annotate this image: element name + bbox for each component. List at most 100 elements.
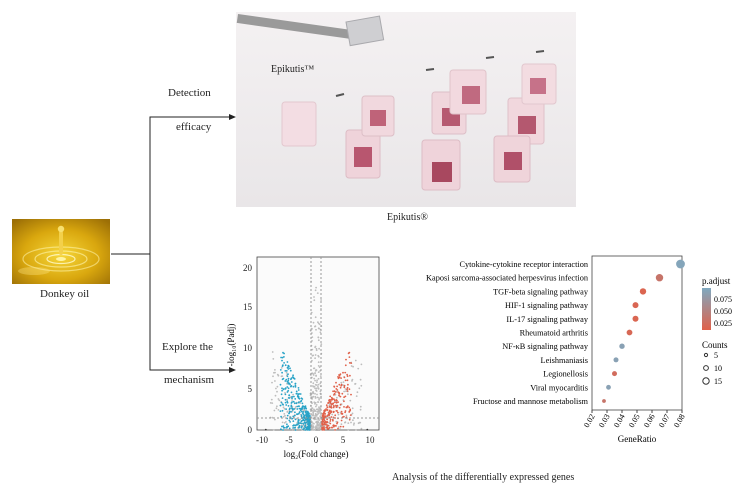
volcano-point (284, 370, 287, 372)
volcano-point (321, 418, 324, 421)
volcano-point (341, 392, 344, 395)
volcano-point (315, 414, 317, 416)
volcano-point (297, 401, 300, 404)
volcano-point (317, 388, 320, 390)
volcano-point (314, 392, 316, 395)
volcano-point (340, 377, 342, 379)
volcano-point (279, 410, 282, 412)
epikutis-r-label: Epikutis® (387, 212, 428, 223)
x-tick: 5 (341, 435, 346, 445)
volcano-ylabel: -log₁₀(Padj) (226, 324, 236, 367)
gene-ratio-tick-label: 0.07 (657, 413, 672, 430)
gene-ratio-label: GeneRatio (618, 434, 657, 444)
volcano-point (279, 383, 282, 386)
volcano-point (338, 376, 341, 378)
pathway-dot (626, 329, 633, 336)
volcano-point (346, 406, 349, 408)
volcano-point (294, 383, 297, 385)
volcano-point (282, 406, 285, 409)
volcano-point (339, 428, 341, 430)
volcano-point (291, 401, 293, 403)
volcano-point (332, 424, 335, 427)
volcano-point (282, 429, 284, 431)
volcano-point (276, 405, 278, 408)
volcano-point (316, 413, 319, 416)
volcano-point (284, 414, 286, 417)
volcano-point (280, 356, 282, 359)
volcano-point (319, 407, 322, 410)
volcano-point (335, 388, 338, 390)
volcano-point (330, 398, 333, 401)
volcano-point (294, 424, 296, 427)
pathway-label: TGF-beta signaling pathway (493, 287, 589, 296)
volcano-point (335, 381, 337, 384)
pathway-dot (632, 302, 639, 309)
pathway-label: NF-κB signaling pathway (502, 342, 589, 351)
volcano-point (337, 411, 339, 414)
volcano-point (345, 414, 348, 417)
volcano-point (317, 321, 319, 324)
volcano-point (339, 386, 342, 389)
volcano-point (337, 427, 339, 430)
volcano-point (291, 397, 293, 400)
volcano-point (270, 398, 273, 401)
volcano-point (343, 390, 345, 393)
volcano-point (294, 426, 296, 429)
volcano-point (304, 429, 307, 431)
volcano-point (311, 340, 313, 342)
gene-ratio-ticks: 0.02 0.03 0.04 0.05 0.06 0.07 0.08 (582, 410, 687, 429)
volcano-point (301, 402, 304, 405)
volcano-point (318, 366, 321, 369)
pathway-label: HIF-1 signaling pathway (505, 301, 589, 310)
volcano-point (274, 380, 276, 382)
volcano-point (315, 387, 318, 390)
volcano-point (308, 425, 311, 428)
volcano-point (311, 336, 314, 338)
volcano-point (336, 396, 338, 399)
volcano-point (318, 398, 320, 401)
volcano-point (344, 371, 347, 374)
volcano-point (292, 427, 295, 429)
volcano-point (294, 398, 297, 400)
volcano-point (274, 369, 276, 371)
volcano-point (297, 389, 300, 391)
volcano-point (289, 369, 292, 372)
volcano-point (315, 374, 317, 377)
volcano-point (317, 354, 320, 357)
volcano-point (350, 393, 352, 396)
volcano-point (286, 398, 288, 401)
volcano-frame (256, 256, 380, 431)
volcano-point (328, 426, 331, 429)
volcano-point (322, 426, 325, 428)
pathway-dot (619, 343, 625, 349)
explore-label: Explore the (162, 341, 214, 353)
volcano-point (310, 423, 313, 426)
enrichment-dot-plot: Cytokine-cytokine receptor interaction Ka… (426, 255, 732, 444)
volcano-point (271, 416, 274, 419)
volcano-point (331, 426, 333, 429)
volcano-point (297, 405, 300, 408)
volcano-point (281, 356, 284, 359)
volcano-point (300, 397, 303, 400)
volcano-point (313, 408, 315, 411)
volcano-point (314, 346, 316, 349)
volcano-point (295, 390, 298, 393)
volcano-point (345, 390, 347, 393)
volcano-point (332, 405, 335, 407)
volcano-point (286, 361, 289, 363)
volcano-point (315, 427, 317, 429)
volcano-point (293, 402, 296, 405)
volcano-point (359, 405, 362, 408)
volcano-point (340, 383, 343, 386)
mechanism-label: mechanism (164, 374, 215, 386)
volcano-point (347, 393, 349, 396)
volcano-point (281, 421, 284, 424)
volcano-point (284, 392, 286, 394)
volcano-point (273, 371, 275, 374)
volcano-point (294, 406, 297, 408)
volcano-point (324, 420, 327, 423)
volcano-point (334, 391, 337, 393)
volcano-point (316, 410, 319, 413)
volcano-point (281, 425, 283, 428)
